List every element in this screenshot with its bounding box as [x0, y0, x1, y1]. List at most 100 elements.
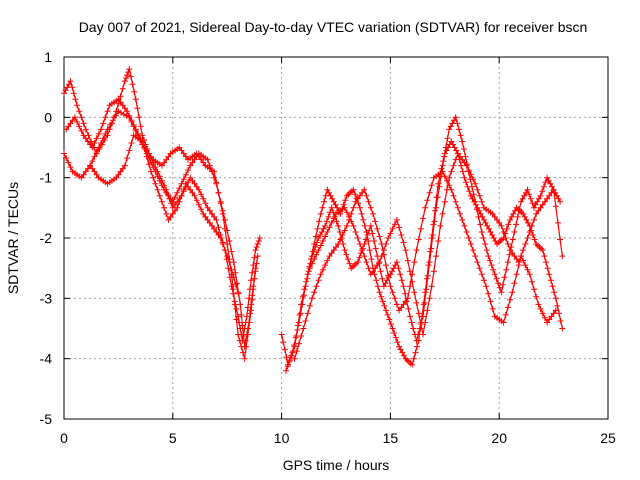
data-point — [169, 198, 176, 205]
data-point-interp — [470, 191, 477, 198]
data-point-interp — [76, 108, 83, 115]
data-point — [498, 289, 505, 296]
data-point-interp — [469, 183, 475, 190]
data-point-interp — [415, 310, 422, 317]
data-point-interp — [100, 120, 107, 127]
data-point-interp — [369, 230, 376, 237]
data-point-interp — [89, 158, 96, 165]
data-point — [156, 192, 163, 199]
data-point-interp — [342, 197, 349, 204]
data-point-interp — [299, 301, 306, 308]
data-point-interp — [452, 156, 459, 163]
data-point-interp — [251, 254, 258, 261]
data-point-interp — [134, 105, 141, 112]
data-point — [324, 186, 331, 193]
data-point-interp — [348, 218, 355, 225]
data-point-interp — [504, 241, 511, 247]
data-point-interp — [70, 90, 77, 97]
data-point — [376, 259, 383, 266]
data-point-interp — [436, 183, 443, 190]
data-point-interp — [326, 224, 333, 231]
data-point — [483, 283, 490, 290]
data-point-interp — [322, 233, 329, 240]
data-point — [400, 283, 407, 290]
data-point-interp — [548, 189, 555, 196]
data-point-interp — [539, 310, 546, 317]
data-point-interp — [150, 164, 157, 171]
data-point-interp — [346, 260, 353, 267]
data-point-interp — [306, 302, 313, 309]
data-point-interp — [124, 72, 131, 79]
data-point — [472, 180, 479, 187]
data-point-interp — [302, 318, 309, 324]
data-point-interp — [129, 81, 136, 88]
data-point-interp — [376, 233, 383, 240]
data-point — [104, 126, 111, 133]
data-point-interp — [474, 186, 481, 193]
data-point-interp — [414, 343, 421, 350]
data-point-interp — [426, 295, 433, 302]
data-point-interp — [154, 186, 161, 193]
data-point-interp — [477, 221, 484, 228]
data-point-interp — [65, 159, 72, 166]
series-arc-a — [61, 66, 263, 344]
data-point-interp — [226, 256, 233, 263]
data-point-interp — [423, 286, 430, 293]
data-point-interp — [433, 253, 440, 260]
data-point-interp — [93, 149, 100, 155]
data-point — [457, 210, 463, 217]
data-point — [383, 307, 389, 314]
data-point — [504, 259, 511, 266]
data-point-interp — [228, 248, 235, 255]
data-point-interp — [513, 221, 520, 228]
data-point-interp — [539, 188, 546, 195]
data-point-interp — [93, 135, 100, 142]
data-point-interp — [398, 232, 405, 238]
series-arc-h — [306, 150, 566, 338]
data-point-interp — [280, 339, 287, 346]
data-point-interp — [161, 204, 168, 211]
data-point-interp — [426, 189, 433, 196]
data-point-interp — [435, 238, 442, 244]
data-point-interp — [125, 69, 132, 76]
x-tick-label: 25 — [600, 430, 616, 446]
data-point-interp — [528, 222, 535, 229]
data-point — [498, 222, 505, 229]
data-point-interp — [441, 173, 448, 180]
data-point — [515, 259, 522, 266]
data-point-interp — [311, 256, 318, 263]
data-point-interp — [394, 339, 401, 346]
series-arc-c — [87, 132, 242, 296]
data-point-interp — [356, 254, 363, 261]
data-point-interp — [80, 171, 87, 178]
data-point-interp — [217, 200, 224, 207]
data-point-interp — [300, 292, 307, 299]
data-point — [385, 235, 392, 241]
data-point-interp — [313, 283, 320, 290]
data-point — [222, 216, 228, 223]
data-point-interp — [367, 204, 374, 211]
data-point-interp — [91, 140, 98, 146]
data-point-interp — [466, 188, 473, 195]
data-point-interp — [417, 321, 424, 327]
data-point-interp — [496, 284, 503, 291]
data-point-interp — [291, 342, 298, 349]
data-point — [324, 229, 331, 235]
data-point — [354, 259, 361, 266]
data-point-interp — [336, 229, 343, 235]
data-point-interp — [501, 274, 508, 281]
data-point-interp — [542, 179, 549, 186]
data-point-interp — [399, 349, 406, 356]
data-point-interp — [518, 253, 524, 260]
data-point — [204, 156, 211, 163]
series-arc-g — [291, 168, 559, 362]
data-point — [535, 301, 542, 308]
data-point — [420, 313, 426, 320]
data-point-interp — [284, 363, 291, 370]
data-point-interp — [513, 271, 520, 278]
data-point — [89, 144, 96, 151]
data-point-interp — [145, 150, 152, 157]
data-point-interp — [507, 296, 514, 303]
data-point-interp — [328, 219, 335, 226]
data-point-interp — [441, 153, 448, 160]
